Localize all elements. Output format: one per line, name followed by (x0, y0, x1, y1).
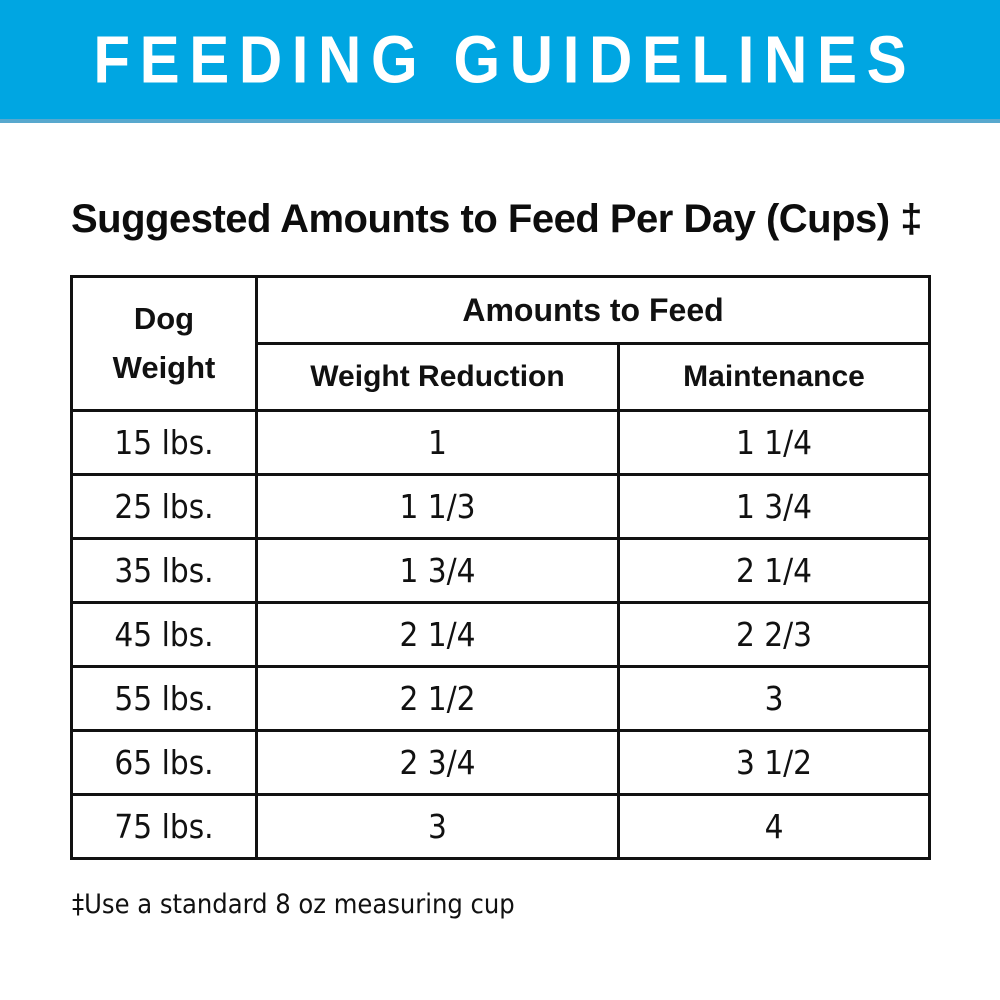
table-row: 45 lbs. 2 1/4 2 2/3 (70, 601, 932, 668)
table-header-row-group: Dog Weight Amounts to Feed (70, 275, 932, 412)
maintenance-cell: 1 3/4 (616, 473, 932, 540)
maintenance-cell: 2 2/3 (616, 601, 932, 668)
table-row: 15 lbs. 1 1 1/4 (70, 409, 932, 476)
table-row: 55 lbs. 2 1/2 3 (70, 665, 932, 732)
weight-reduction-cell: 3 (255, 793, 620, 860)
weight-reduction-header: Weight Reduction (255, 342, 620, 412)
dog-weight-cell: 75 lbs. (70, 793, 258, 860)
weight-reduction-cell: 2 1/4 (255, 601, 620, 668)
feeding-guidelines-banner: FEEDING GUIDELINES (0, 0, 1000, 123)
dog-weight-header: Dog Weight (70, 275, 258, 412)
dog-weight-cell: 65 lbs. (70, 729, 258, 796)
table-header-row-sub: Weight Reduction Maintenance (72, 342, 932, 412)
weight-reduction-cell: 2 1/2 (255, 665, 620, 732)
dog-weight-cell: 35 lbs. (70, 537, 258, 604)
maintenance-cell: 4 (616, 793, 932, 860)
weight-reduction-cell: 2 3/4 (255, 729, 620, 796)
dog-weight-cell: 15 lbs. (70, 409, 258, 476)
weight-reduction-cell: 1 3/4 (255, 537, 620, 604)
banner-title: FEEDING GUIDELINES (93, 21, 917, 98)
maintenance-cell: 3 1/2 (616, 729, 932, 796)
dog-weight-cell: 45 lbs. (70, 601, 258, 668)
maintenance-cell: 1 1/4 (616, 409, 932, 476)
feeding-table: Dog Weight Amounts to Feed Weight Reduct… (70, 275, 932, 860)
amounts-to-feed-header: Amounts to Feed (254, 275, 932, 345)
table-row: 35 lbs. 1 3/4 2 1/4 (70, 537, 932, 604)
weight-reduction-cell: 1 1/3 (255, 473, 620, 540)
weight-reduction-cell: 1 (255, 409, 620, 476)
page-title: Suggested Amounts to Feed Per Day (Cups)… (71, 197, 922, 241)
maintenance-cell: 3 (616, 665, 932, 732)
dog-weight-cell: 25 lbs. (70, 473, 258, 540)
measuring-cup-footnote: ‡Use a standard 8 oz measuring cup (72, 889, 515, 920)
table-row: 65 lbs. 2 3/4 3 1/2 (70, 729, 932, 796)
table-row: 25 lbs. 1 1/3 1 3/4 (70, 473, 932, 540)
dog-weight-cell: 55 lbs. (70, 665, 258, 732)
maintenance-cell: 2 1/4 (616, 537, 932, 604)
table-row: 75 lbs. 3 4 (70, 793, 932, 860)
maintenance-header: Maintenance (616, 342, 932, 412)
